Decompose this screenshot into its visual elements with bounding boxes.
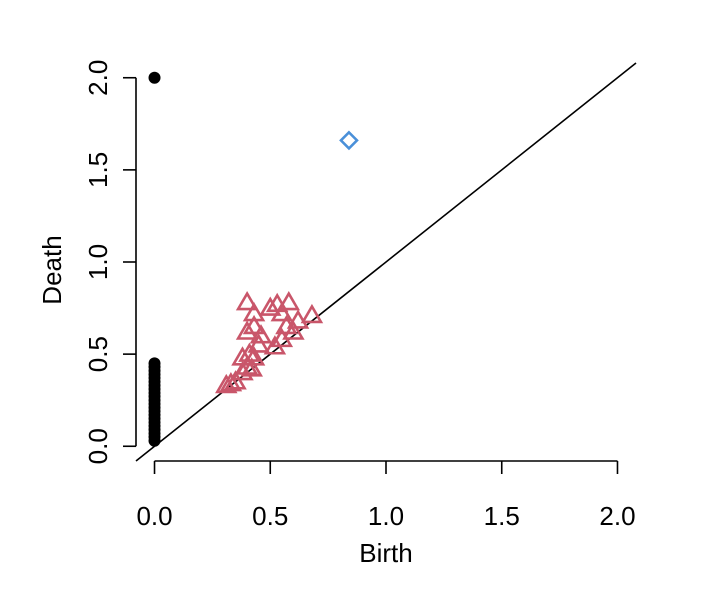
point-s1-9 (247, 333, 270, 353)
point-s1-7 (238, 342, 261, 362)
points-layer (148, 71, 359, 447)
point-s1-17 (270, 302, 294, 322)
point-s1-12 (249, 324, 273, 344)
diagonal-line (135, 62, 637, 462)
point-s1-4 (235, 355, 259, 375)
point-s1-14 (242, 302, 266, 322)
point-s1-11 (242, 314, 266, 335)
x-tick-label-2: 1.0 (368, 501, 404, 531)
x-tick-label-3: 1.5 (484, 501, 520, 531)
point-s1-24 (300, 303, 324, 324)
point-s1-1 (219, 372, 243, 392)
y-tick-label-2: 1.0 (83, 244, 113, 280)
point-s1-20 (282, 320, 305, 340)
diagonal-layer (135, 62, 637, 462)
point-s0-0 (148, 71, 161, 84)
y-tick-label-3: 1.5 (83, 152, 113, 188)
y-tick-label-4: 2.0 (83, 60, 113, 96)
point-s1-10 (235, 320, 259, 340)
x-axis-title: Birth (359, 538, 412, 568)
point-s1-13 (235, 290, 259, 311)
point-s0-22 (148, 434, 161, 447)
point-s1-18 (277, 290, 301, 311)
axes: 0.0 0.5 1.0 1.5 2.0 0.0 0.5 1.0 1.5 2.0 (83, 60, 636, 531)
point-s1-2 (224, 370, 247, 390)
point-s1-0 (215, 373, 238, 394)
x-tick-label-1: 0.5 (252, 501, 288, 531)
y-tick-label-1: 0.5 (83, 336, 113, 372)
point-s1-22 (270, 327, 294, 348)
point-s2-0 (339, 130, 359, 151)
point-s1-5 (240, 357, 264, 377)
y-tick-label-0: 0.0 (83, 428, 113, 464)
point-s1-8 (242, 346, 266, 366)
y-axis-title: Death (37, 235, 67, 304)
point-s1-15 (258, 296, 282, 316)
x-tick-label-0: 0.0 (136, 501, 172, 531)
point-s1-6 (231, 346, 254, 366)
point-s1-23 (263, 335, 287, 355)
point-s1-21 (286, 309, 310, 329)
x-tick-label-4: 2.0 (599, 501, 635, 531)
